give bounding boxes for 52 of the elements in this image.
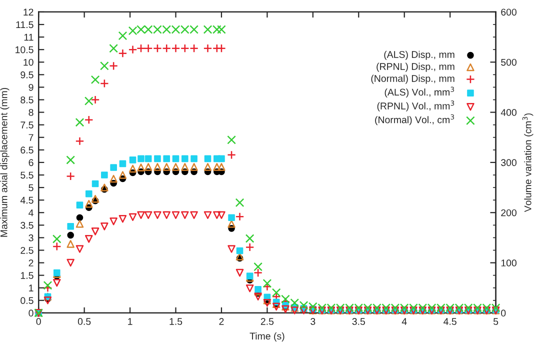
x-tick-label: 2 <box>219 318 224 325</box>
y2-axis-title: Volume variation (cm$^{3}$) <box>522 113 534 212</box>
y-tick-label: 11 <box>24 34 34 41</box>
y-tick-label: 9 <box>28 84 34 91</box>
x-tick-label: 1 <box>128 318 132 325</box>
y-tick-label: 8 <box>28 109 34 116</box>
y2-tick-label: 600 <box>501 8 516 16</box>
y-tick-label: 9.5 <box>20 71 34 78</box>
y-axis-title: Maximum axial displacement (mm) <box>0 88 10 237</box>
y-tick-label: 6 <box>28 159 34 166</box>
y-tick-label: 3.5 <box>20 222 34 229</box>
legend-label: (ALS) Disp., mm <box>384 50 454 60</box>
y-tick-label: 0 <box>28 310 34 317</box>
y-tick-label: 2.5 <box>20 246 34 254</box>
y-tick-label: 2 <box>28 260 34 266</box>
y2-tick-label: 400 <box>500 109 516 116</box>
y2-tick-label: 100 <box>501 260 516 266</box>
x-tick-label: 5 <box>493 318 498 325</box>
y-tick-label: 1 <box>29 284 34 292</box>
legend-label: (Normal) Vol., cm$^{3}$ <box>375 114 454 126</box>
y-tick-label: 3 <box>28 234 34 242</box>
x-tick-label: 4 <box>402 318 407 325</box>
y2-tick-label: 0 <box>501 310 506 317</box>
y-tick-label: 12 <box>24 8 34 16</box>
y-tick-label: 4 <box>28 209 34 216</box>
y-tick-label: 10 <box>24 58 34 66</box>
x-tick-label: 3.5 <box>352 318 365 325</box>
y-tick-label: 4.5 <box>20 196 34 204</box>
y-tick-label: 5 <box>28 184 34 192</box>
legend-label: (RPNL) Disp., mm <box>376 62 454 72</box>
legend-label: (RPNL) Vol., mm$^{3}$ <box>377 100 454 112</box>
x-tick-label: 0 <box>36 318 41 325</box>
x-tick-label: 4.5 <box>444 318 456 325</box>
y-tick-label: 7.5 <box>20 122 34 128</box>
y-tick-label: 10.5 <box>16 46 34 54</box>
legend-label: (ALS) Vol., mm$^{3}$ <box>384 86 454 98</box>
x-tick-label: 1.5 <box>170 318 182 325</box>
y-tick-label: 6.5 <box>20 146 34 154</box>
y-tick-label: 5.5 <box>20 172 34 179</box>
x-axis-title: Time (s) <box>250 332 284 342</box>
y-tick-label: 7 <box>28 134 34 141</box>
y-tick-label: 11.5 <box>16 21 34 28</box>
x-tick-label: 2.5 <box>260 318 274 325</box>
y-tick-label: 8.5 <box>20 96 34 104</box>
x-tick-label: 0.5 <box>78 318 91 325</box>
legend-label: (Normal) Disp., mm <box>371 74 454 84</box>
y-tick-label: 1.5 <box>20 272 34 279</box>
y2-tick-label: 200 <box>501 209 516 216</box>
y-tick-label: 0.5 <box>20 297 34 304</box>
y2-tick-label: 500 <box>501 58 516 66</box>
x-tick-label: 3 <box>310 318 316 325</box>
y2-tick-label: 300 <box>501 159 516 166</box>
